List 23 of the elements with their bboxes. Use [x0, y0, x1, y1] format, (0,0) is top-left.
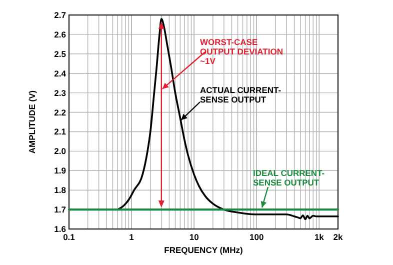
y-tick-label: 2.5 [54, 48, 66, 59]
text: IDEAL CURRENT-SENSE OUTPUT [253, 168, 325, 188]
y-tick-label: 1.7 [54, 204, 66, 215]
y-tick-label: 1.6 [54, 224, 66, 234]
y-tick-label: 2.6 [54, 29, 66, 40]
y-tick-label: 2.7 [54, 10, 66, 20]
y-tick-label: 2.3 [54, 88, 66, 98]
x-tick-label: 0.1 [63, 232, 76, 242]
annotation: WORST-CASE OUTPUT DEVIATION ~1V [200, 37, 283, 66]
y-tick-label: 2.0 [54, 146, 66, 156]
x-tick-label: 100 [250, 232, 264, 242]
y-tick-label: 2.2 [54, 107, 66, 118]
x-tick-label: 2k [333, 232, 343, 242]
y-tick-label: 1.8 [54, 185, 66, 196]
y-axis-title: AMPLITUDE (V) [27, 90, 37, 154]
x-tick-label: 1 [129, 232, 134, 242]
y-tick-label: 2.1 [54, 126, 66, 137]
x-tick-label: 1k [314, 232, 324, 242]
x-tick-label: 10 [189, 232, 200, 242]
y-tick-label: 2.4 [54, 68, 66, 78]
x-axis-title: FREQUENCY (MHz) [164, 245, 244, 255]
text: ACTUAL CURRENT-SENSE OUTPUT [200, 85, 282, 104]
y-tick-label: 1.9 [54, 166, 66, 176]
